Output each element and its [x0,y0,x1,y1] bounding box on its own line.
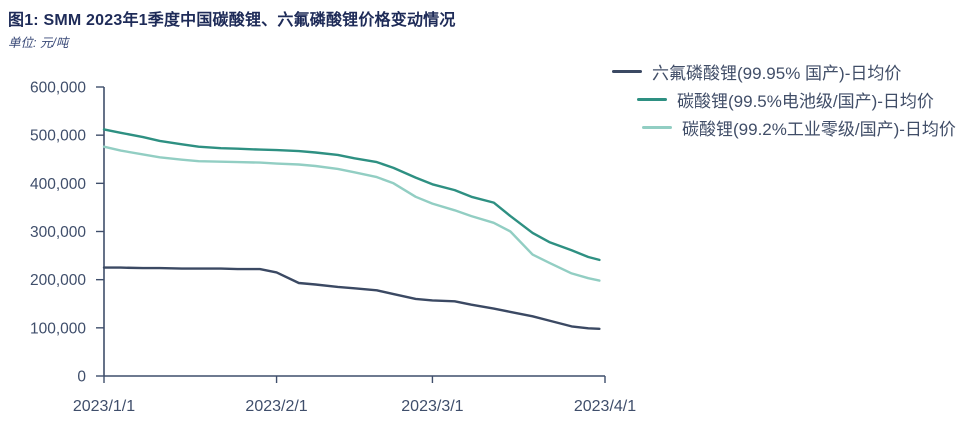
unit-label: 单位: 元/吨 [8,36,69,50]
legend-label: 碳酸锂(99.5%电池级/国产)-日均价 [677,91,934,111]
legend-item-lipf6: 六氟磷酸锂(99.95% 国产)-日均价 [612,59,901,83]
legend-label: 碳酸锂(99.2%工业零级/国产)-日均价 [682,119,956,139]
x-tick-label: 2023/1/1 [73,398,135,415]
legend-item-battery-grade: 碳酸锂(99.5%电池级/国产)-日均价 [637,87,934,111]
figure-title: 图1: SMM 2023年1季度中国碳酸锂、六氟磷酸锂价格变动情况 [8,12,456,29]
y-tick-label: 200,000 [30,272,86,289]
legend-label: 六氟磷酸锂(99.95% 国产)-日均价 [652,63,902,83]
y-tick-label: 500,000 [30,128,86,145]
x-tick-label: 2023/2/1 [245,398,307,415]
legend-line-swatch [642,125,672,129]
y-tick-label: 100,000 [30,320,86,337]
series-line-1 [102,128,601,262]
series-line-2 [102,145,601,282]
x-tick-label: 2023/3/1 [401,398,463,415]
x-tick-label: 2023/4/1 [574,398,636,415]
legend-item-industrial-grade: 碳酸锂(99.2%工业零级/国产)-日均价 [642,115,956,139]
series-line-0 [102,266,601,330]
y-tick-label: 400,000 [30,176,86,193]
legend-line-swatch [637,97,667,101]
y-tick-label: 0 [77,369,86,386]
legend-line-swatch [612,69,642,73]
y-tick-label: 300,000 [30,224,86,241]
y-tick-label: 600,000 [30,80,86,97]
